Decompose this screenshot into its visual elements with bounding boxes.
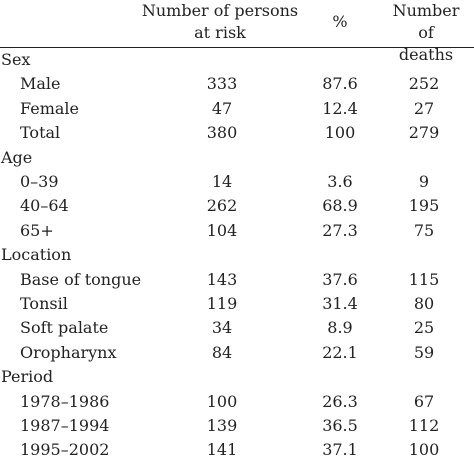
row-label: 1978–1986: [20, 391, 110, 411]
section-label: Sex: [1, 50, 31, 69]
persons-at-risk-cell: 14: [211, 172, 233, 191]
percent-cell: 100: [324, 123, 356, 143]
header-persons-line2: at risk: [194, 23, 246, 42]
persons-at-risk-cell: 100: [206, 391, 238, 411]
table-row: Base of tongue 143 37.6 115: [0, 268, 474, 292]
row-label: 1987–1994: [20, 416, 110, 435]
header-pct-label: %: [332, 12, 348, 31]
table-row: Total 380 100 279: [0, 121, 474, 145]
persons-at-risk-cell: 104: [206, 220, 238, 240]
table-row: 40–64 262 68.9 195: [0, 194, 474, 218]
section-row: Age: [0, 146, 474, 170]
table-row: Male 333 87.6 252: [0, 72, 474, 96]
section-label: Age: [1, 147, 33, 167]
header-percent: %: [300, 0, 380, 44]
persons-at-risk-cell: 139: [206, 416, 238, 435]
percent-cell: 37.1: [322, 440, 358, 460]
header-rule: [0, 47, 474, 48]
row-label: 40–64: [20, 196, 69, 216]
deaths-cell: 25: [413, 318, 435, 338]
row-label: 1995–2002: [20, 440, 110, 460]
header-persons-at-risk: Number of persons at risk: [140, 0, 300, 44]
header-deaths: Number of deaths: [386, 0, 466, 66]
table-row: Oropharynx 84 22.1 59: [0, 341, 474, 365]
deaths-cell: 279: [408, 123, 440, 143]
deaths-cell: 9: [418, 172, 430, 191]
table-row: Soft palate 34 8.9 25: [0, 316, 474, 340]
percent-cell: 68.9: [322, 196, 358, 216]
persons-at-risk-cell: 141: [206, 440, 238, 460]
row-label: Soft palate: [20, 318, 109, 338]
percent-cell: 36.5: [322, 416, 358, 435]
percent-cell: 12.4: [322, 98, 358, 118]
row-label: Total: [20, 123, 61, 143]
persons-at-risk-cell: 34: [211, 318, 233, 338]
table-row: 1987–1994 139 36.5 112: [0, 414, 474, 438]
percent-cell: 27.3: [322, 220, 358, 240]
section-row: Period: [0, 365, 474, 389]
percent-cell: 8.9: [327, 318, 353, 338]
table-row: 65+ 104 27.3 75: [0, 219, 474, 243]
row-label: Male: [20, 74, 61, 94]
header-deaths-line2: deaths: [398, 45, 454, 64]
percent-cell: 31.4: [322, 294, 358, 313]
deaths-cell: 252: [408, 74, 440, 94]
deaths-cell: 59: [413, 342, 435, 362]
percent-cell: 37.6: [322, 269, 358, 289]
percent-cell: 22.1: [322, 342, 358, 362]
percent-cell: 26.3: [322, 391, 358, 411]
persons-at-risk-cell: 333: [206, 74, 238, 94]
deaths-cell: 67: [413, 391, 435, 411]
table-row: 1995–2002 141 37.1 100: [0, 438, 474, 462]
deaths-cell: 75: [413, 220, 435, 240]
table-row: Tonsil 119 31.4 80: [0, 292, 474, 316]
section-label: Location: [1, 245, 72, 265]
section-row: Sex: [0, 48, 474, 72]
table-header: Number of persons at risk % Number of de…: [0, 0, 474, 64]
deaths-cell: 100: [408, 440, 440, 460]
persons-at-risk-cell: 84: [211, 342, 233, 362]
deaths-cell: 112: [408, 416, 440, 435]
percent-cell: 3.6: [327, 172, 353, 191]
row-label: Oropharynx: [20, 342, 117, 362]
row-label: 65+: [20, 220, 54, 240]
deaths-cell: 27: [413, 98, 435, 118]
section-label: Period: [1, 367, 54, 387]
persons-at-risk-cell: 143: [206, 269, 238, 289]
header-deaths-line1: Number of: [392, 1, 460, 42]
row-label: Tonsil: [20, 294, 68, 313]
persons-at-risk-cell: 47: [211, 98, 233, 118]
deaths-cell: 115: [408, 269, 440, 289]
persons-at-risk-cell: 119: [206, 294, 238, 313]
deaths-cell: 195: [408, 196, 440, 216]
row-label: Female: [20, 98, 79, 118]
header-persons-line1: Number of persons: [141, 1, 299, 20]
table-row: 0–39 14 3.6 9: [0, 170, 474, 194]
persons-at-risk-cell: 262: [206, 196, 238, 216]
row-label: 0–39: [20, 172, 59, 191]
table-row: Female 47 12.4 27: [0, 97, 474, 121]
section-row: Location: [0, 243, 474, 267]
deaths-cell: 80: [413, 294, 435, 313]
persons-at-risk-cell: 380: [206, 123, 238, 143]
row-label: Base of tongue: [20, 269, 142, 289]
percent-cell: 87.6: [322, 74, 358, 94]
table-row: 1978–1986 100 26.3 67: [0, 390, 474, 414]
